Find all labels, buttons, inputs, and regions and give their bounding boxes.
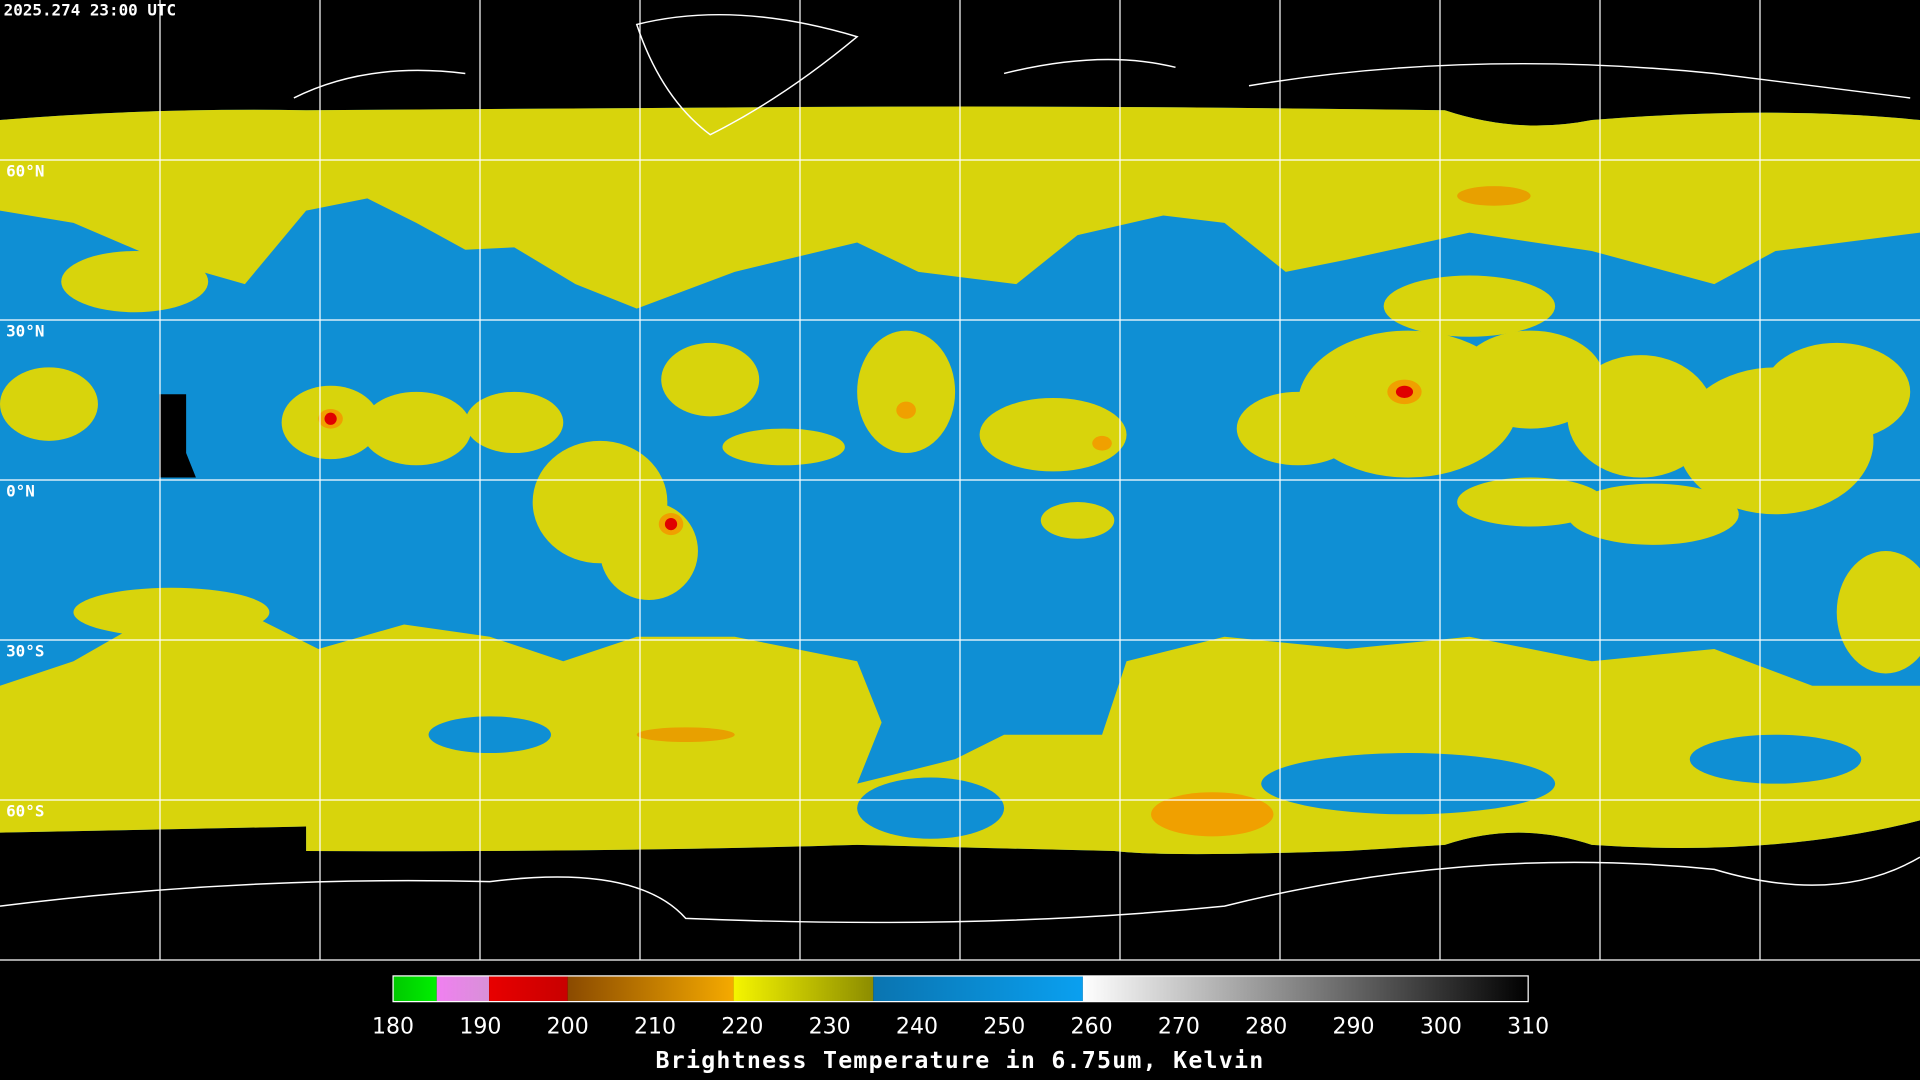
colorbar-tick-label: 230 xyxy=(809,1014,851,1039)
convection xyxy=(661,342,760,417)
colorbar-tick-label: 220 xyxy=(721,1014,763,1039)
colorbar-segment xyxy=(393,975,437,1002)
colorbar-tick-label: 180 xyxy=(372,1014,414,1039)
colorbar-tick-label: 300 xyxy=(1420,1014,1462,1039)
colorbar-frame xyxy=(392,975,1529,1003)
colorbar-tick-label: 310 xyxy=(1507,1014,1549,1039)
colorbar-tick-label: 260 xyxy=(1071,1014,1113,1039)
colorbar-tick-label: 210 xyxy=(634,1014,676,1039)
colorbar-title: Brightness Temperature in 6.75um, Kelvin xyxy=(656,1047,1265,1074)
convection xyxy=(1836,551,1920,674)
colorbar-segment xyxy=(873,975,1083,1002)
convection xyxy=(1567,483,1739,545)
convection xyxy=(857,330,956,454)
convection xyxy=(61,251,209,313)
colorbar-tick-label: 280 xyxy=(1245,1014,1287,1039)
timestamp: 2025.274 23:00 UTC xyxy=(4,1,176,20)
convection xyxy=(722,428,845,466)
colorbar-segment xyxy=(567,975,734,1002)
cold-cloud-top xyxy=(1457,186,1531,206)
latitude-label: 60°S xyxy=(6,802,44,821)
convection xyxy=(465,391,564,454)
convection xyxy=(1457,330,1605,429)
greenland xyxy=(635,13,859,136)
convection xyxy=(1457,477,1605,527)
cold-cloud-top xyxy=(324,412,337,425)
convection xyxy=(73,587,270,637)
antarctica xyxy=(0,856,1920,924)
convection xyxy=(600,502,698,600)
cold-cloud-top xyxy=(636,727,735,743)
dry-slot xyxy=(428,716,552,754)
latitude-label: 60°N xyxy=(6,162,44,181)
graticule: 60°N 30°N 0°N 30°S 60°S xyxy=(0,0,1920,961)
colorbar-tick-label: 290 xyxy=(1333,1014,1375,1039)
convection xyxy=(979,397,1127,472)
cold-cloud-top xyxy=(1092,435,1112,451)
colorbar-segment xyxy=(489,975,568,1002)
convection xyxy=(361,391,472,466)
latitude-label: 30°N xyxy=(6,322,44,341)
cold-cloud-top xyxy=(664,517,678,531)
colorbar-tick-label: 190 xyxy=(459,1014,501,1039)
colorbar-segment xyxy=(1082,975,1529,1002)
latitude-label: 0°N xyxy=(6,482,35,501)
colorbar-tick-label: 270 xyxy=(1158,1014,1200,1039)
cold-cloud-top xyxy=(896,401,916,419)
convection xyxy=(1040,502,1115,539)
convection xyxy=(1763,342,1911,441)
notch xyxy=(159,394,196,478)
dry-slot xyxy=(1689,734,1862,784)
dry-slot xyxy=(1261,753,1556,815)
colorbar-tick-label: 250 xyxy=(983,1014,1025,1039)
colorbar: 180 190 200 210 220 230 240 250 260 270 280 290 300 3… xyxy=(372,975,1549,1039)
arctic-coast xyxy=(293,58,1911,99)
convection xyxy=(0,367,98,441)
convection xyxy=(1383,275,1556,337)
dry-slot xyxy=(857,777,1005,839)
coastlines xyxy=(0,13,1920,924)
convection xyxy=(1567,355,1715,478)
cold-cloud-top xyxy=(1395,385,1414,398)
convection xyxy=(1236,391,1360,466)
latitude-label: 30°S xyxy=(6,642,44,661)
colorbar-segment xyxy=(733,975,874,1002)
colorbar-tick-label: 200 xyxy=(547,1014,589,1039)
cold-cloud-top xyxy=(1151,792,1274,837)
colorbar-tick-label: 240 xyxy=(896,1014,938,1039)
colorbar-segment xyxy=(436,975,490,1002)
